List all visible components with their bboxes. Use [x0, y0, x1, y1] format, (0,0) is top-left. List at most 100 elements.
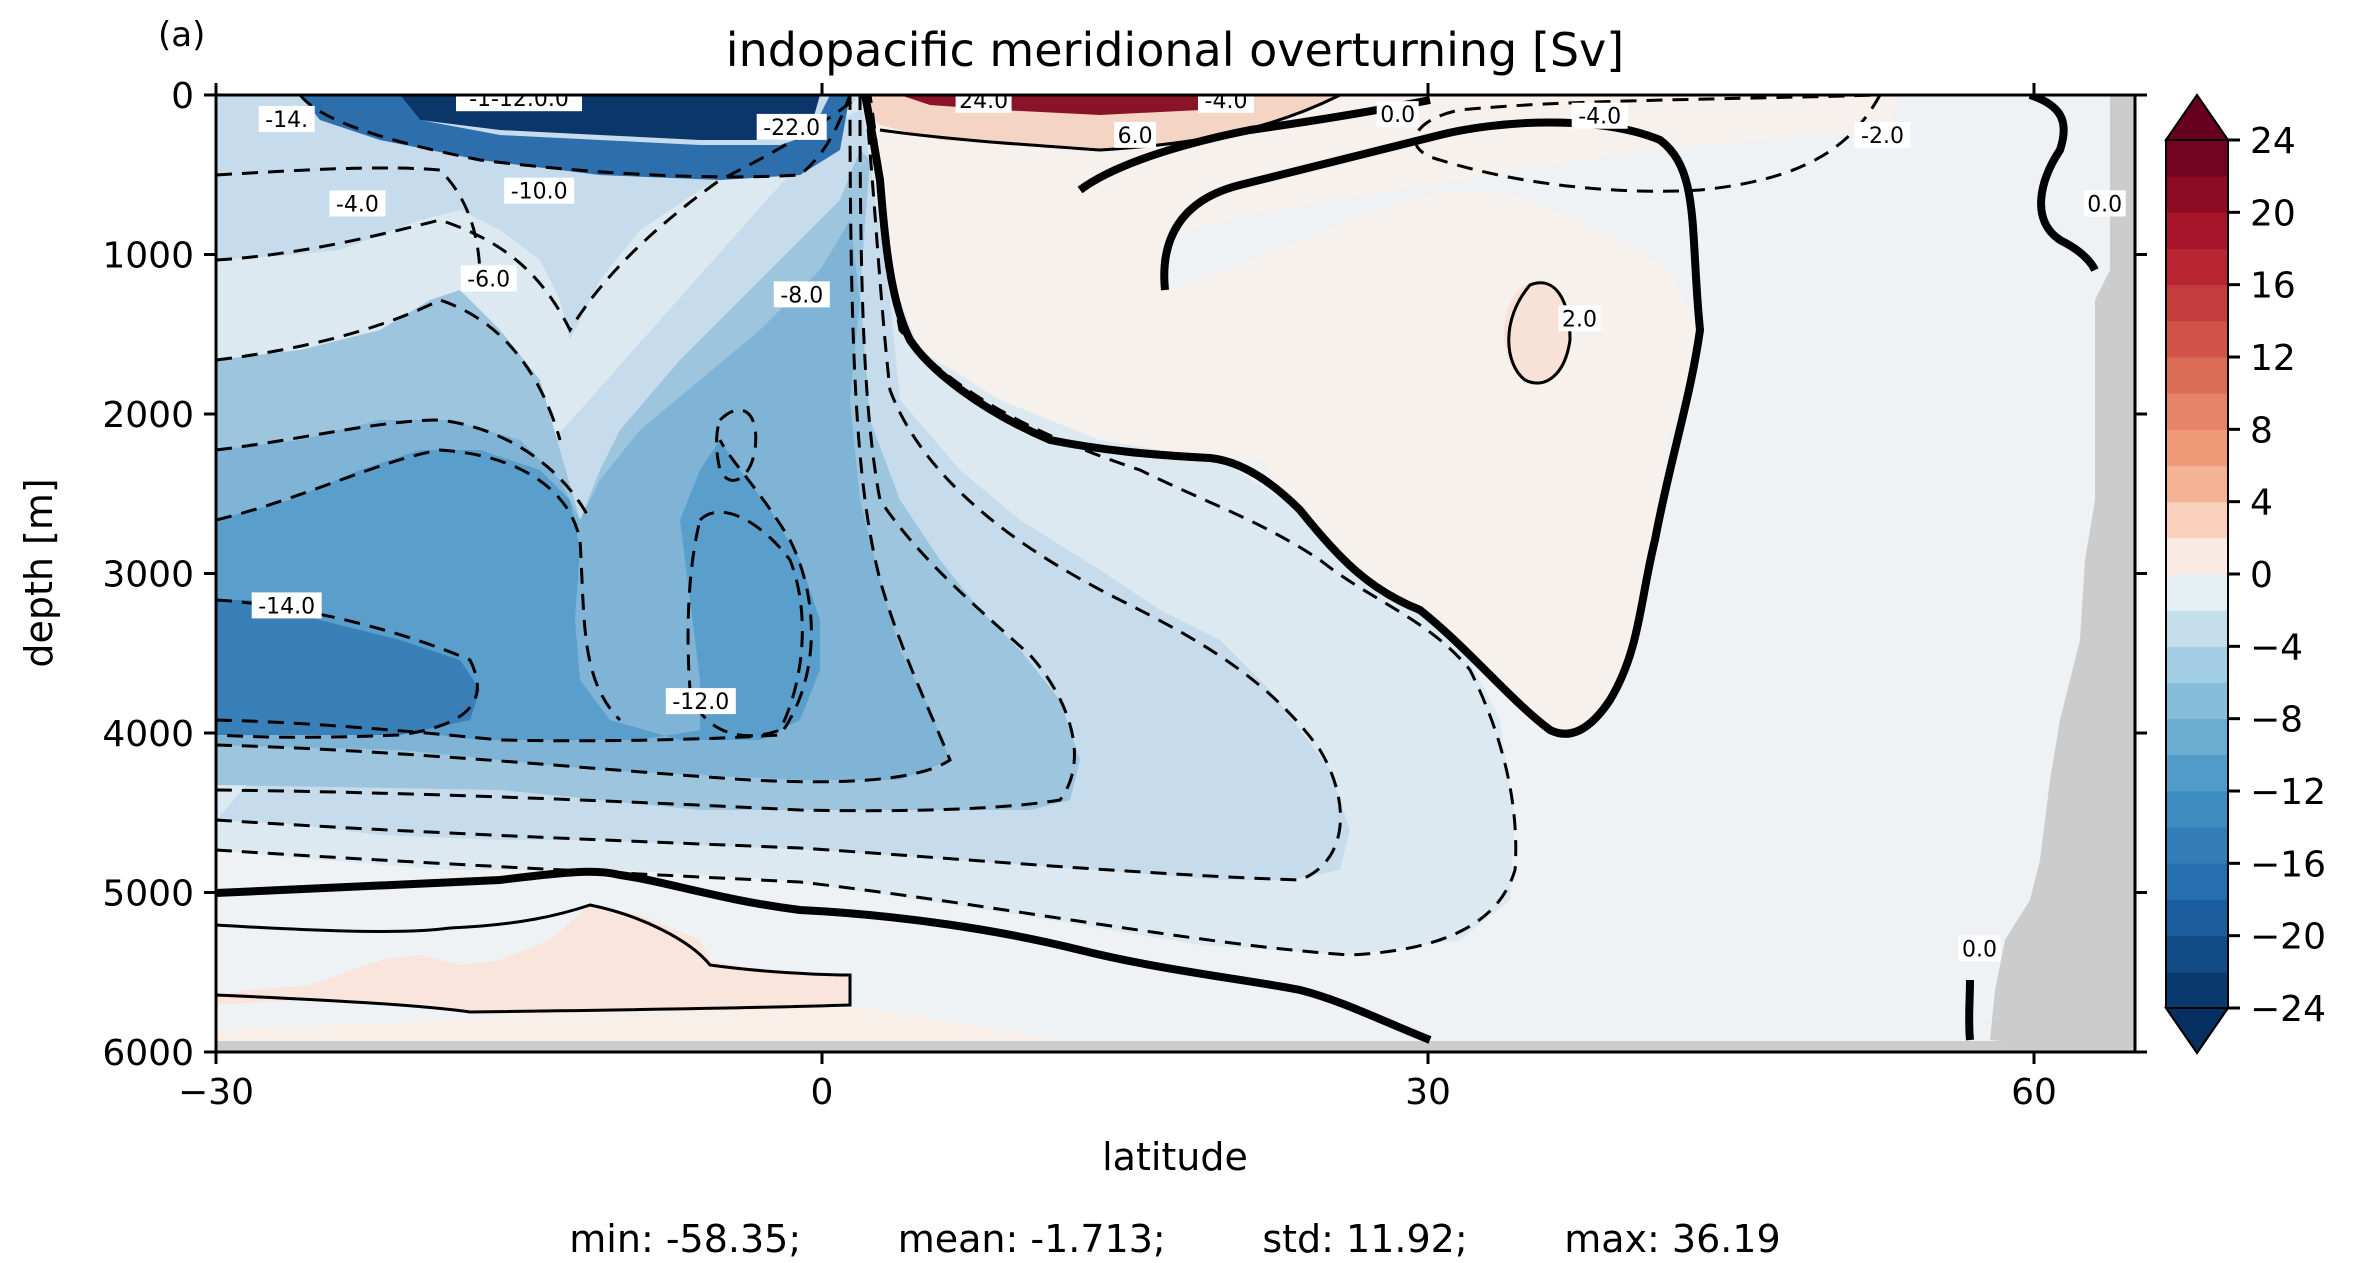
contour-label-text: -2.0 [1861, 124, 1904, 149]
contour-label-text: -10.0 [511, 180, 568, 205]
contour-label-text: 0.0 [1380, 103, 1415, 128]
contour-label-text: 0.0 [2087, 192, 2122, 217]
contour-label: 6.0 [1114, 121, 1157, 149]
colorbar-tick-label: 0 [2250, 555, 2273, 596]
contour-neg-j [216, 95, 861, 334]
colorbar-segment [2166, 320, 2228, 358]
colorbar-segment [2166, 284, 2228, 322]
contour-neg-d [216, 95, 952, 784]
colorbar-segment [2166, 429, 2228, 466]
contour-label-text: -12.0 [672, 690, 729, 715]
x-tick-label: 60 [2011, 1072, 2057, 1113]
contour-label-bg [1958, 935, 2001, 962]
contour-label-bg [251, 592, 322, 619]
contour-label-bg [2083, 190, 2126, 217]
contour-label: -4.0 [329, 190, 386, 217]
y-axis-label: depth [m] [17, 478, 61, 667]
colorbar-segment [2166, 610, 2228, 647]
contour-plus2 [1507, 281, 1572, 385]
colorbar-segment [2166, 537, 2228, 575]
contour-neg-f [216, 598, 479, 739]
y-tick-label: 0 [171, 76, 194, 117]
positive-deep-cell [216, 1000, 1134, 1052]
colorbar-tick-label: −24 [2250, 989, 2326, 1030]
y-tick-label: 6000 [102, 1033, 194, 1074]
colorbar-segment [2166, 827, 2228, 864]
colorbar-segment [2166, 754, 2228, 792]
colorbar-segment [2166, 682, 2228, 720]
contour-label: -2.0 [1854, 121, 1911, 149]
contour-label-bg [456, 95, 582, 112]
bottom-mask [216, 1041, 2135, 1052]
plot-area: -14. -1-12.0.0 -4.0 -10.0 -6.0 -22.0 -8.0 -14.0… [216, 95, 2135, 1052]
x-tick-label: −30 [178, 1072, 254, 1113]
zero-contour-deep [216, 867, 1432, 1044]
positive-upper-cell [870, 95, 1900, 735]
contour-label: -22.0 [756, 113, 827, 141]
colorbar-tick-label: 8 [2250, 410, 2273, 451]
contour-neg-k [216, 166, 482, 281]
contour-positive-upper [879, 95, 1341, 152]
contour-label-text: -22.0 [763, 116, 820, 141]
contour-label-text: -14.0 [258, 594, 315, 619]
colorbar-segment [2166, 248, 2228, 286]
colorbar: −24 −20 −16 −12 −8 −4 0 4 8 12 16 20 24 [2164, 93, 2326, 1055]
contour-label-text: 2.0 [1562, 307, 1597, 332]
colorbar-segment [2166, 574, 2228, 611]
x-axis-label: latitude [1102, 1135, 1248, 1179]
contour-label: -6.0 [460, 265, 517, 292]
y-tick-label: 2000 [102, 395, 194, 436]
contour-label: 0.0 [1376, 101, 1419, 128]
contour-neg-g [216, 448, 622, 722]
contour-label-bg [329, 190, 386, 217]
contour-neg2 [1413, 95, 1882, 193]
contour-label-bg [773, 281, 830, 308]
panel-label: (a) [158, 15, 205, 55]
contour-label: -14.0 [251, 592, 322, 619]
colorbar-tick-label: −8 [2250, 700, 2303, 741]
contour-label: -14. [258, 105, 315, 133]
x-axis: −30 0 30 60 [178, 83, 2057, 1113]
contour-label-text: 0.0 [1962, 937, 1997, 962]
colorbar-segment [2166, 176, 2228, 213]
contour-neg-m [715, 408, 758, 482]
contour-label-text: -4.0 [336, 192, 379, 217]
contour-label-text: -14. [265, 108, 308, 133]
contour-label-bg [665, 688, 736, 715]
contour-label-bg [1854, 121, 1911, 148]
contour-label: 24.0 [955, 95, 1012, 114]
contour-neg-c [216, 95, 1076, 813]
colorbar-segment [2166, 718, 2228, 756]
colorbar-segment [2166, 357, 2228, 394]
contour-label-bg [1198, 95, 1254, 113]
contour-positive-deep [216, 903, 852, 1014]
negative-surface-halo [300, 95, 850, 180]
positive-deep-core [216, 905, 850, 1012]
contour-label-bg [1571, 102, 1628, 129]
contour-label-bg [756, 113, 827, 140]
y-tick-label: 4000 [102, 714, 194, 755]
colorbar-extend-min [2164, 1007, 2230, 1055]
colorbar-tick-label: −16 [2250, 844, 2326, 885]
colorbar-segment [2166, 863, 2228, 900]
contour-label: 0.0 [1958, 935, 2001, 962]
contour-label-text: -8.0 [780, 283, 823, 308]
contour-label: 2.0 [1558, 305, 1601, 332]
contour-label: -4.0 [1198, 95, 1254, 114]
y-tick-label: 3000 [102, 555, 194, 596]
colorbar-tick-label: 12 [2250, 338, 2296, 379]
contour-label-text: -6.0 [467, 267, 510, 292]
zero-contour-east [1965, 95, 2099, 1041]
contour-neg-b [216, 95, 1342, 882]
contour-label: -12.0 [665, 688, 736, 715]
contour-label-text: -4.0 [1578, 105, 1621, 130]
colorbar-segment [2166, 971, 2228, 1009]
y-tick-label: 5000 [102, 874, 194, 915]
contour-neg-a [216, 95, 1518, 957]
contour-neg-e [216, 439, 813, 743]
contour-label: -8.0 [773, 281, 830, 308]
contour-neg-l [298, 95, 852, 179]
colorbar-tick-label: −20 [2250, 917, 2326, 958]
colorbar-segment [2166, 646, 2228, 683]
